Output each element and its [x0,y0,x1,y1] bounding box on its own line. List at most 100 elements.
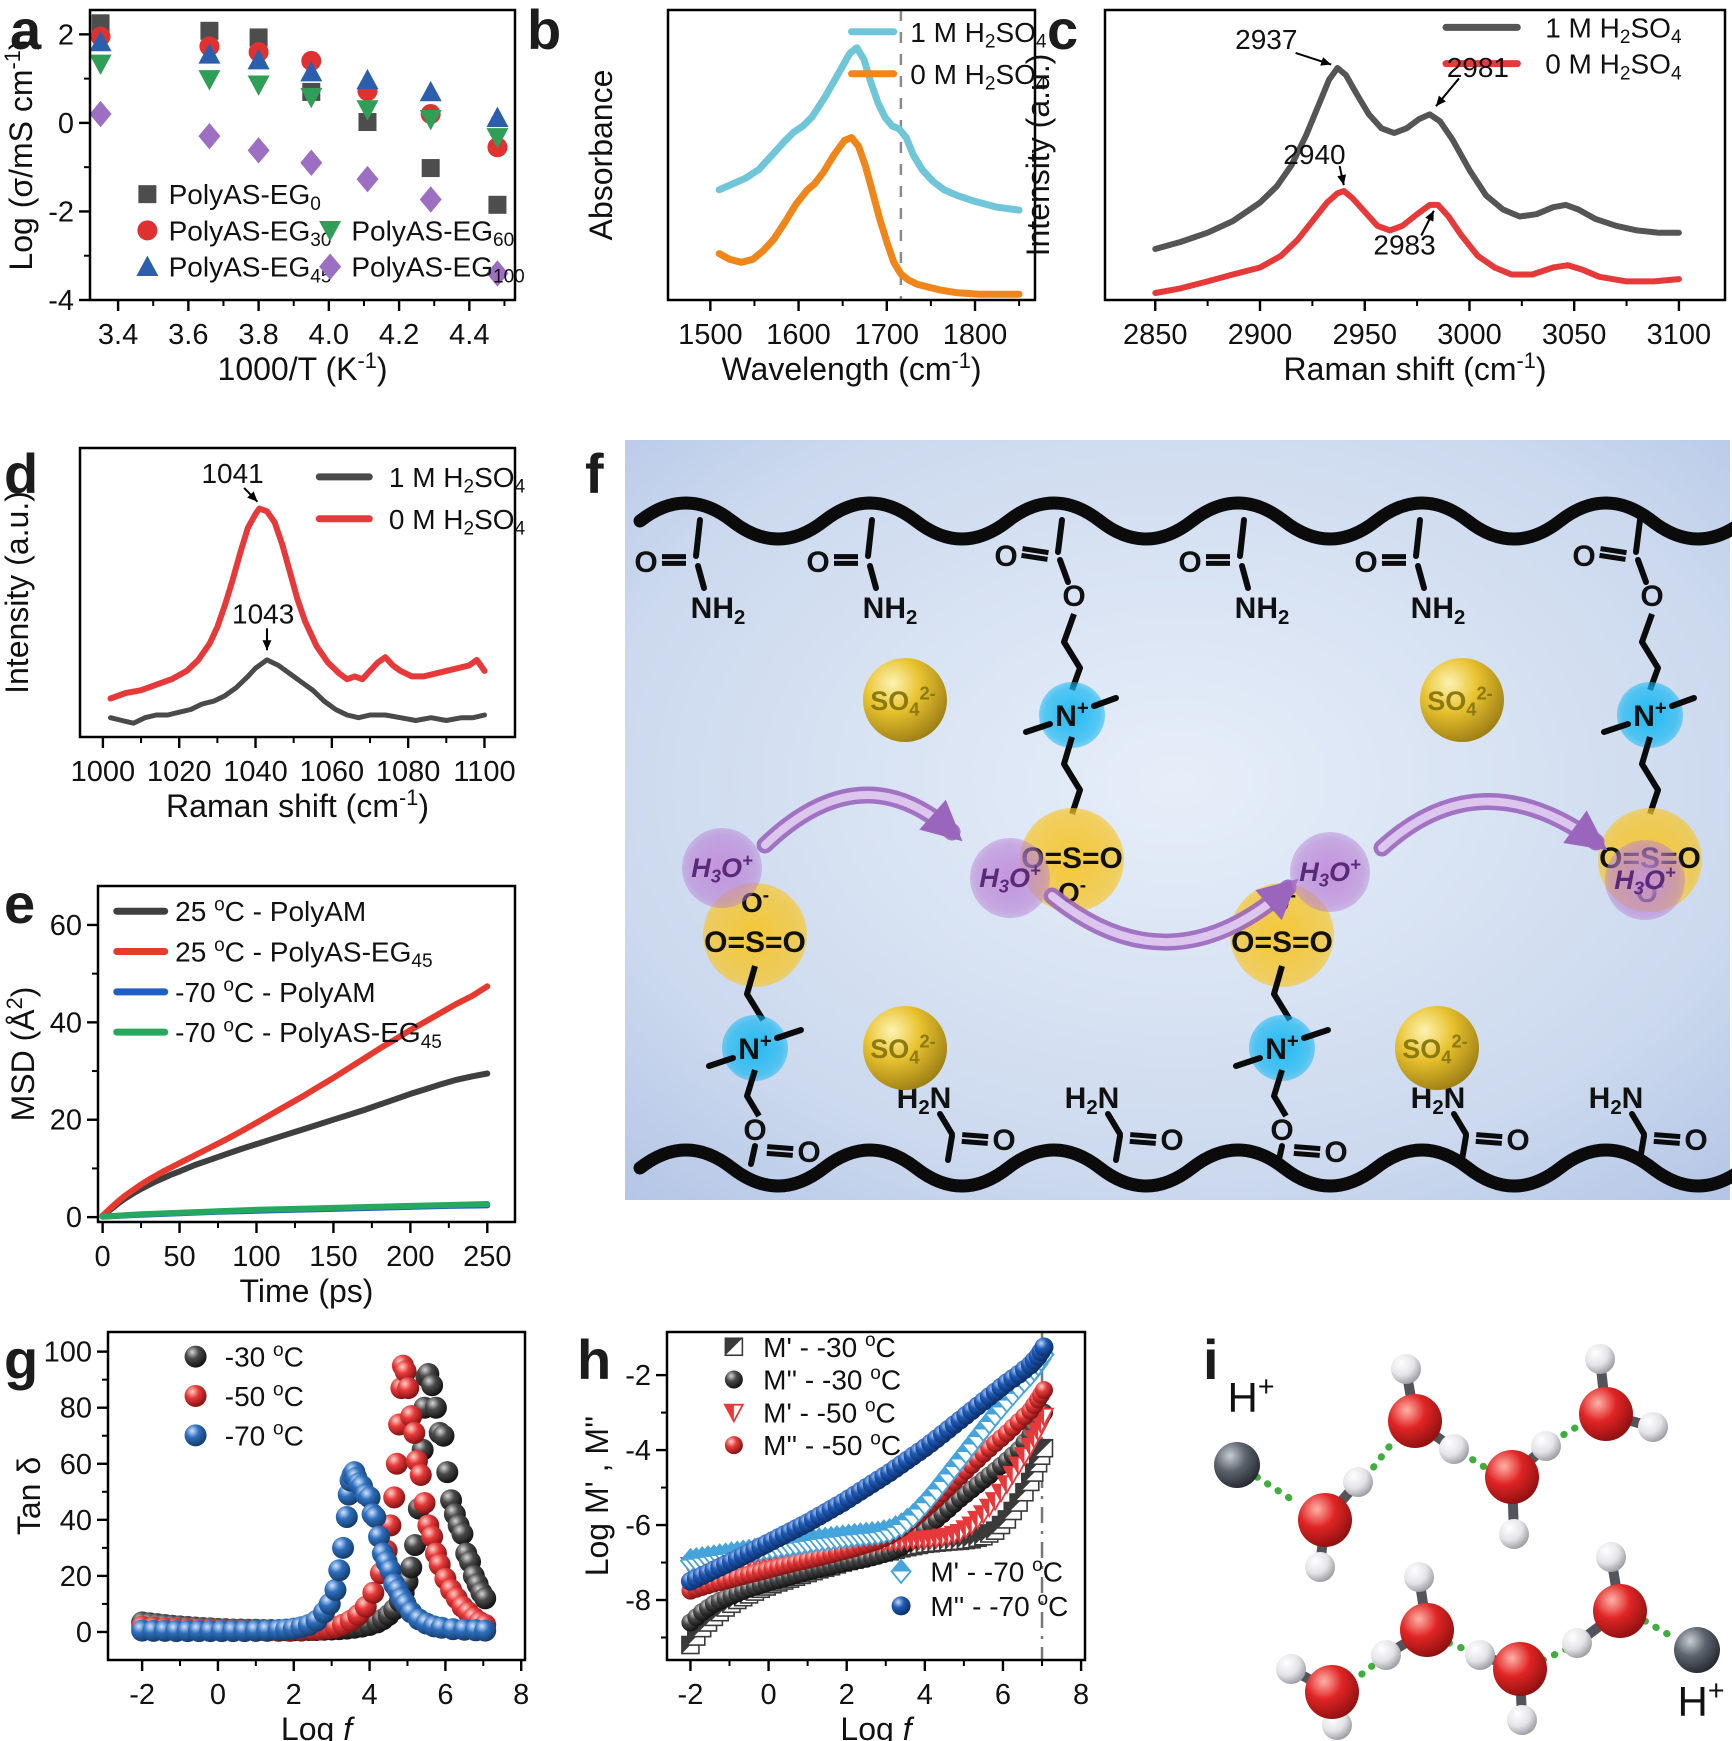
panel-label-i: i [1203,1328,1219,1391]
svg-text:6: 6 [437,1679,453,1711]
hydrogen-bond [1362,1439,1396,1481]
panel-a-chart: 3.4 3.6 3.8 4.0 4.2 4.4 -4 -2 0 2 1000/T (K-1) Log … [0,8,525,387]
water-molecule [1579,1344,1668,1442]
polymer-chain-top [633,496,1732,546]
svg-text:1080: 1080 [376,756,441,788]
series-c-0 [1152,65,1682,252]
svg-text:2: 2 [58,19,74,51]
svg-text:H3O+: H3O+ [691,850,753,887]
panel-f-schematic: ONH2ONH2ONH2ONH2OON+O=S=OO-OON+O=S=OO-O-… [625,440,1732,1200]
svg-text:50: 50 [163,1241,195,1273]
svg-text:1500: 1500 [678,319,743,351]
svg-text:O=S=O: O=S=O [704,926,806,959]
series-a-2 [90,30,509,127]
svg-text:M'' - -70 oC: M'' - -70 oC [930,1589,1068,1622]
svg-text:O: O [1160,1124,1183,1157]
ammonium-glow [1249,1015,1315,1081]
svg-text:O: O [992,1124,1015,1157]
svg-text:2: 2 [286,1679,302,1711]
svg-text:H+: H+ [1227,1371,1274,1421]
svg-text:25 oC - PolyAS-EG45: 25 oC - PolyAS-EG45 [175,935,432,972]
amide-group: H2N O [897,1082,1016,1163]
proton-sphere [1214,1442,1260,1488]
hydronium-ion: H3O+ [970,838,1050,918]
svg-text:Absorbance: Absorbance [583,70,619,241]
svg-text:Intensity (a.u.): Intensity (a.u.) [1020,54,1056,257]
oxygen-atom [1305,1665,1359,1719]
amide-group: O NH2 [1178,517,1289,629]
svg-text:H3O+: H3O+ [1299,854,1361,891]
svg-text:250: 250 [463,1241,511,1273]
hydronium-ion: H3O+ [1605,840,1685,920]
svg-text:-2: -2 [129,1679,155,1711]
sulfate-ion: SO42- [863,658,947,742]
svg-text:-30 oC: -30 oC [225,1340,304,1373]
svg-text:Log (σ/mS cm-1): Log (σ/mS cm-1) [0,39,39,270]
series-a-1 [90,26,508,158]
panel-i-water-chain: H+ H+ [1214,1344,1725,1740]
svg-text:3050: 3050 [1542,319,1607,351]
svg-text:3100: 3100 [1647,319,1712,351]
panel-e-chart: 0 50 100 150 200 250 0 20 40 60 Time (ps) MSD (Å2) 2… [2,884,517,1309]
axes-e [96,884,517,1224]
svg-text:M'' - -30 oC: M'' - -30 oC [763,1363,901,1396]
svg-text:M' - -70 oC: M' - -70 oC [930,1555,1063,1588]
svg-text:H2N: H2N [897,1082,952,1119]
svg-text:2: 2 [839,1679,855,1711]
svg-text:1040: 1040 [223,756,288,788]
svg-text:2940: 2940 [1283,139,1345,170]
svg-text:1 M H2SO4: 1 M H2SO4 [910,17,1047,53]
svg-text:N+: N+ [1633,698,1667,733]
svg-text:-4: -4 [48,285,74,317]
svg-text:0: 0 [210,1679,226,1711]
svg-text:3.4: 3.4 [98,319,138,351]
zwitterion-side-chain: O-O=S=ON+OO [703,883,821,1169]
hydrogen-atom [1439,1434,1469,1464]
svg-text:Wavelength (cm-1): Wavelength (cm-1) [722,348,982,387]
svg-text:O: O [806,546,829,579]
svg-text:O: O [743,1114,766,1147]
oxygen-atom [1493,1642,1547,1696]
water-molecule [1276,1654,1359,1740]
svg-text:M'' - -50 oC: M'' - -50 oC [763,1429,901,1462]
svg-text:PolyAS-EG60: PolyAS-EG60 [351,215,514,251]
proton-hop-arrow [1373,793,1608,857]
axes-a [88,8,517,302]
hydrogen-bond [1348,1658,1381,1686]
svg-text:0: 0 [76,1617,92,1649]
panel-label-d: d [4,442,39,505]
svg-text:2900: 2900 [1228,319,1293,351]
panel-label-g: g [4,1328,39,1391]
svg-text:1800: 1800 [943,319,1008,351]
svg-text:NH2: NH2 [1411,592,1466,629]
svg-text:1043: 1043 [232,599,294,630]
svg-text:20: 20 [60,1561,92,1593]
oxygen-atom [1579,1387,1633,1441]
amide-group: H2N O [1411,1082,1530,1163]
svg-text:N+: N+ [1055,698,1089,733]
series-d-1 [107,505,488,702]
svg-text:0: 0 [95,1241,111,1273]
ammonium-glow [722,1015,788,1081]
svg-text:O: O [797,1136,820,1169]
svg-text:-70 oC: -70 oC [225,1419,304,1452]
sulfate-ion: SO42- [1420,658,1504,742]
oxygen-atom [1400,1603,1454,1657]
hydrogen-atom [1305,1552,1335,1582]
svg-text:4.4: 4.4 [449,319,489,351]
svg-text:O: O [1572,540,1595,573]
hydrogen-atom [1596,1542,1626,1572]
amide-group: O NH2 [634,517,745,629]
series-b-1 [715,134,1023,298]
svg-text:1 M H2SO4: 1 M H2SO4 [1545,12,1682,48]
panel-label-h: h [577,1328,612,1391]
svg-text:Log f: Log f [840,1711,914,1741]
hydrogen-atom [1507,1705,1537,1735]
oxygen-atom [1593,1584,1647,1638]
svg-text:SO42-: SO42- [1427,683,1493,720]
ammonium-glow [1039,682,1105,748]
proton-hop-arrow [1043,878,1299,951]
water-molecule [1371,1562,1454,1670]
proton-sphere [1674,1627,1720,1673]
water-molecule [1485,1431,1561,1549]
